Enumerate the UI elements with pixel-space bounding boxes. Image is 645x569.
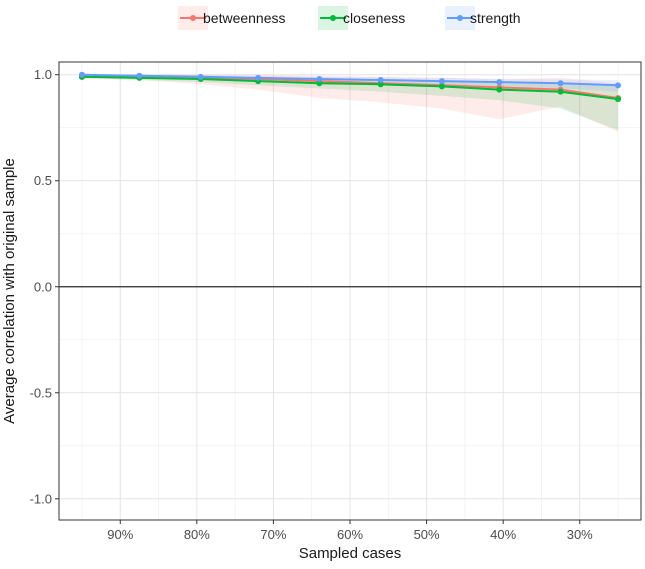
strength-point	[438, 78, 445, 85]
strength-ribbon	[82, 74, 618, 92]
series-lines	[81, 73, 619, 101]
y-tick-label: -1.0	[30, 491, 52, 506]
closeness-point	[496, 86, 503, 93]
legend-label: closeness	[343, 10, 405, 26]
x-axis: 90% 80% 70% 60% 50% 40% 30%	[107, 520, 593, 542]
strength-point	[197, 73, 204, 80]
x-tick-label: 30%	[567, 527, 593, 542]
x-axis-title: Sampled cases	[299, 545, 402, 562]
y-tick-label: -0.5	[30, 385, 52, 400]
y-tick-label: 0.5	[34, 173, 52, 188]
strength-point	[557, 80, 564, 87]
strength-point	[255, 74, 262, 81]
x-tick-label: 50%	[414, 527, 440, 542]
closeness-point	[438, 83, 445, 90]
strength-point	[136, 72, 143, 79]
legend-key-point	[330, 15, 336, 21]
legend-item-betweenness: betweenness	[178, 6, 286, 30]
legend-label: strength	[470, 10, 521, 26]
legend-item-strength: strength	[445, 6, 521, 30]
x-tick-label: 60%	[337, 527, 363, 542]
legend-key-point	[190, 15, 196, 21]
closeness-line	[81, 75, 619, 101]
y-axis: 1.0 0.5 0.0 -0.5 -1.0	[30, 67, 59, 506]
strength-point	[496, 79, 503, 86]
gridlines	[59, 62, 641, 520]
series-points	[78, 71, 622, 103]
strength-point	[316, 75, 323, 82]
y-axis-title: Average correlation with original sample	[1, 158, 18, 424]
legend: betweenness closeness strength	[178, 6, 521, 30]
legend-item-closeness: closeness	[318, 6, 405, 30]
x-tick-label: 90%	[107, 527, 133, 542]
legend-key-point	[457, 15, 463, 21]
x-tick-label: 70%	[260, 527, 286, 542]
strength-point	[78, 71, 85, 78]
betweenness-line	[82, 75, 619, 99]
x-tick-label: 40%	[490, 527, 516, 542]
x-tick-label: 80%	[184, 527, 210, 542]
closeness-point	[557, 88, 564, 95]
legend-label: betweenness	[203, 10, 286, 26]
y-tick-label: 1.0	[34, 67, 52, 82]
strength-point	[615, 82, 622, 89]
strength-point	[377, 77, 384, 84]
closeness-point	[316, 80, 323, 87]
y-tick-label: 0.0	[34, 279, 52, 294]
closeness-point	[615, 96, 622, 103]
strength-line	[81, 73, 619, 87]
closeness-point	[377, 81, 384, 88]
